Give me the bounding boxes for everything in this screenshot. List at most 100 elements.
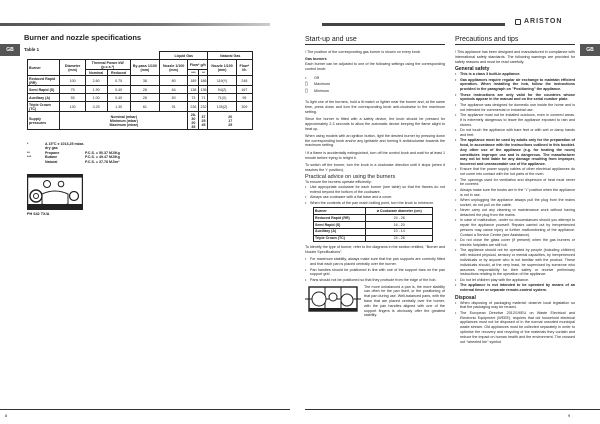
footnote-part: * xyxy=(27,142,29,146)
section-title-startup: Start-up and use xyxy=(305,36,445,45)
table-cell: 61 xyxy=(129,101,161,112)
column-header-diameter: Diameter (mm) xyxy=(59,59,86,76)
bullet-item: This is a class 3 built-in appliance. xyxy=(455,72,575,77)
burner-name: Auxiliary (A) xyxy=(26,93,61,102)
bullet-list: This is a class 3 built-in appliance.Gas… xyxy=(455,72,575,293)
blank-cell xyxy=(28,52,160,60)
table-cell: 24 - 26 xyxy=(365,234,433,243)
table-cell: 0.75 xyxy=(106,75,131,86)
startup-content: ! The position of the corresponding gas … xyxy=(305,50,445,318)
footnote-part xyxy=(27,160,45,164)
table-cell: 75 xyxy=(59,85,86,94)
hob-diagram xyxy=(27,174,83,210)
bullet-item: The openings used for ventilation and di… xyxy=(455,178,575,188)
footnote: * A 15°C e 1013,25 mbar-dry gas xyxy=(27,142,120,151)
supply-values: 28-30 20 35 xyxy=(187,111,200,130)
table-group-row: Liquid Gas Natural Gas xyxy=(28,51,253,60)
table-row: Reduced Rapid (RR) 100 2.60 0.75 38 80 189 186 1… xyxy=(26,75,254,86)
table-cell: Triple Crown (TC) xyxy=(312,234,367,243)
table-cell: 186 xyxy=(198,75,209,86)
disposal-heading: Disposal xyxy=(455,294,476,301)
table-row: Auxiliary (A) 10 - 14 xyxy=(312,227,433,236)
bullet-item: Pans should not be positioned so that th… xyxy=(305,278,445,283)
bullet-item: When disposing of packaging material: ob… xyxy=(455,301,575,311)
language-tab-left: GB xyxy=(0,44,20,56)
burner-spec-table: Liquid Gas Natural Gas Burner Diameter (mm)… xyxy=(26,51,254,130)
pan-support-diagram xyxy=(305,285,361,312)
gas-burners-heading: Gas burners xyxy=(305,57,327,62)
language-tab-right: GB xyxy=(580,44,600,56)
footnotes: * A 15°C e 1013,25 mbar-dry gas ** Propane P… xyxy=(27,142,120,164)
footnote-part: Butane xyxy=(45,155,58,160)
supply-pressure-row: Supply pressures Nominal (mbar) Minimum (m… xyxy=(26,111,253,130)
stability-block: The more unbalanced a pan is, the more s… xyxy=(305,285,445,319)
bullet-item: In case of malfunction, under no circums… xyxy=(455,218,575,237)
table-cell: 1.00 xyxy=(84,93,108,102)
table-cell: 119(Y) xyxy=(207,75,237,86)
supply-value: 28-30 xyxy=(190,112,196,121)
column-header: Burner xyxy=(312,207,367,216)
table-cell: 28 xyxy=(129,85,161,94)
table-cell: 16 - 20 xyxy=(365,221,433,229)
supply-items: Nominal (mbar) Minimum (mbar) Maximum (mba… xyxy=(59,111,189,130)
table-cell: 38 xyxy=(129,75,161,86)
table-cell: 50 xyxy=(159,93,189,102)
bullet-item: The appliance was designed for domestic … xyxy=(455,103,575,113)
column-header-nozzle_lg: Nozzle 1/100 (mm) xyxy=(159,59,189,76)
column-header-nozzle_ng: Nozzle 1/100 (mm) xyxy=(207,59,237,76)
table-cell: Auxiliary (A) xyxy=(312,227,367,236)
legend-item: ▯ Minimum xyxy=(305,89,445,94)
table-cell: 236 xyxy=(187,101,200,112)
legend-label: Minimum xyxy=(314,89,329,94)
table-cell: 0.40 xyxy=(106,93,131,102)
supply-value: 45 xyxy=(201,122,206,127)
table-cell: 55 xyxy=(59,93,86,102)
bullet-item: The appliance must not be installed outd… xyxy=(455,113,575,127)
footnote-part: P.C.S. = 50.37 MJ/Kg xyxy=(85,150,120,155)
table-cell: 28 xyxy=(129,93,161,102)
footnote-part: *** xyxy=(27,155,32,160)
table-cell: 0.40 xyxy=(106,85,131,94)
page-number-right: 9 xyxy=(568,413,571,418)
footnote: Natural P.C.S. = 37.78 MJ/m³ xyxy=(27,160,120,164)
table-cell: 1.90 xyxy=(84,85,108,94)
footnote-part: Propane xyxy=(45,150,60,155)
table-cell: 91 xyxy=(159,101,189,112)
group-natural-gas: Natural Gas xyxy=(207,51,253,60)
bullet-item: Always use cookware with a flat base and… xyxy=(305,195,445,200)
supply-value: 20 xyxy=(228,114,233,119)
bullet-item: Always make sure the knobs are in the "•… xyxy=(455,188,575,198)
table-cell: 71 xyxy=(198,93,209,102)
column-header-burner: Burner xyxy=(26,59,61,76)
group-liquid-gas: Liquid Gas xyxy=(159,51,209,60)
column-header: ø Cookware diameter (cm) xyxy=(365,207,433,216)
bullet-item: Gas appliances require regular air excha… xyxy=(455,78,575,92)
supply-value: 17 xyxy=(228,118,233,123)
table-cell: 10 - 14 xyxy=(365,227,433,236)
advice-heading: Practical advice on using the burners xyxy=(305,174,396,181)
paragraph: When using models with an ignition butto… xyxy=(305,133,445,148)
bullet-item: The appliance must be used by adults onl… xyxy=(455,138,575,167)
flame-min-icon: ▯ xyxy=(305,88,308,95)
header-bar-right xyxy=(322,23,505,26)
footnote-part: P.C.S. = 37.78 MJ/m³ xyxy=(85,159,120,164)
table-cell: 248 xyxy=(235,75,254,86)
bullet-item: Ensure that the power supply cables of o… xyxy=(455,167,575,177)
table-cell: 73 xyxy=(187,93,200,102)
table-cell: 135(Z) xyxy=(207,101,237,112)
supply-item: Maximum (mbar) xyxy=(109,122,139,127)
supply-value: 35 xyxy=(191,124,196,129)
table-row: Auxiliary (A) 55 1.00 0.40 28 50 73 71 71(X) 95 xyxy=(26,93,254,102)
supply-value: 25 xyxy=(228,122,233,127)
paragraph: To switch off the burner, turn the knob … xyxy=(305,162,445,172)
column-header-flow_ng: Flow* l/h xyxy=(235,59,254,76)
table-cell: 130 xyxy=(59,101,86,112)
table-cell: 94(Z) xyxy=(207,85,237,94)
table-cell: 2.60 xyxy=(84,75,108,86)
table-cell: Reduced Rapid (RR) xyxy=(312,214,367,222)
column-header-flow_lg: Flow* g/h xyxy=(187,59,209,70)
bullet-item: Use appropriate cookware for each burner… xyxy=(305,185,445,195)
bullet-item: These instructions are only valid for th… xyxy=(455,93,575,103)
table-cell: 71(X) xyxy=(207,93,237,102)
table-cell: Semi Rapid (S) xyxy=(312,221,367,229)
